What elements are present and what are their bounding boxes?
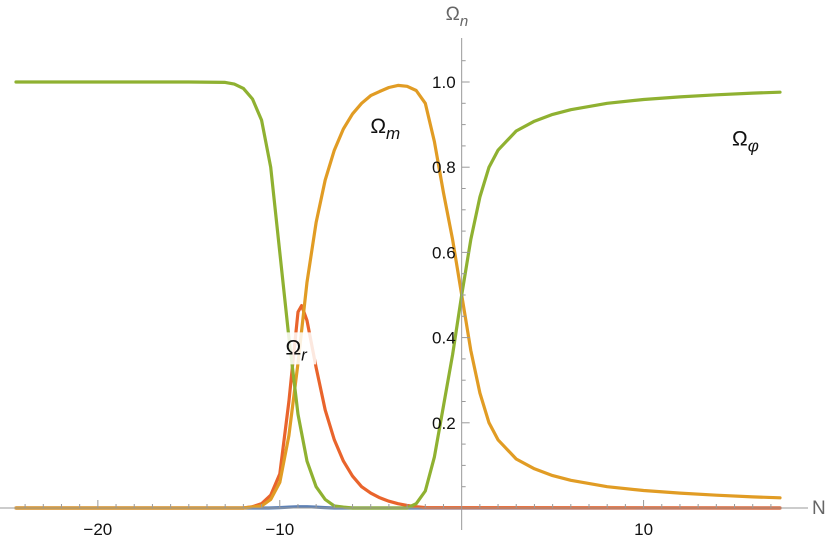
label-halo bbox=[365, 110, 406, 143]
axes-layer: −20 −10 10 0.2 0.4 0.6 0.8 1.0 N Ωn bbox=[0, 4, 826, 539]
x-tick-label: −20 bbox=[83, 520, 112, 539]
x-tick-label: −10 bbox=[265, 520, 294, 539]
y-tick-label: 0.8 bbox=[432, 158, 456, 177]
curve-label-omega-φ: Ωφ bbox=[732, 128, 759, 156]
y-tick-label: 0.2 bbox=[432, 414, 456, 433]
curves-layer bbox=[14, 80, 782, 510]
y-tick-label: 0.6 bbox=[432, 243, 456, 262]
label-halo bbox=[725, 123, 766, 156]
x-tick-label: 10 bbox=[634, 520, 653, 539]
x-axis-title: N bbox=[812, 498, 826, 519]
label-halo bbox=[276, 332, 317, 365]
y-axis-title: Ωn bbox=[446, 4, 469, 30]
curve-label-omega-m: Ωm bbox=[370, 115, 400, 143]
series-line-omega-m bbox=[14, 83, 782, 510]
series-line-omega-r bbox=[14, 304, 782, 510]
y-tick-label: 1.0 bbox=[432, 73, 456, 92]
curve-labels-layer: Ωm Ωφ Ωr bbox=[276, 110, 766, 365]
y-tick-label: 0.4 bbox=[432, 329, 456, 348]
series-line-omega-φ bbox=[14, 80, 782, 510]
curve-label-omega-r: Ωr bbox=[285, 336, 308, 364]
